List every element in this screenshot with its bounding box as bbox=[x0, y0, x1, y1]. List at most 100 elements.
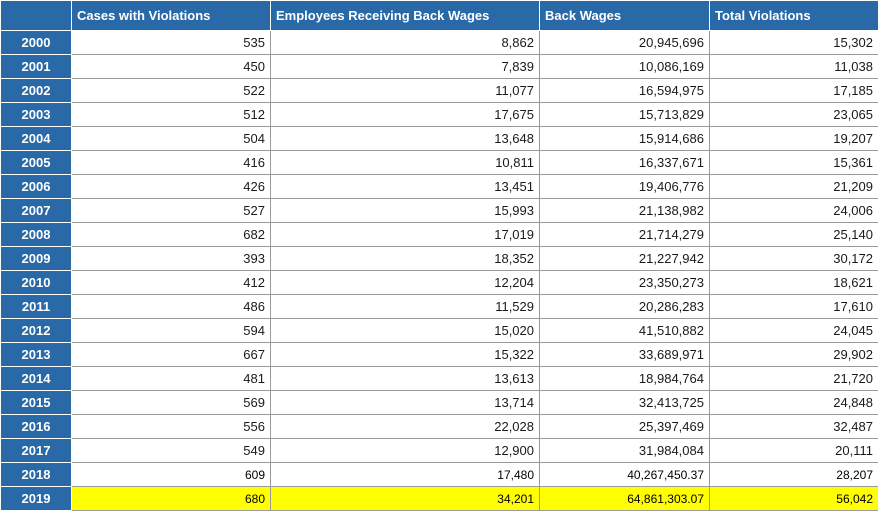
column-header-back-wages[interactable]: Back Wages bbox=[540, 1, 710, 31]
cell-total-violations[interactable]: 11,038 bbox=[710, 55, 878, 79]
row-header-year[interactable]: 2018 bbox=[1, 463, 72, 487]
column-header-employees[interactable]: Employees Receiving Back Wages bbox=[271, 1, 540, 31]
cell-cases[interactable]: 412 bbox=[72, 271, 271, 295]
cell-employees[interactable]: 17,019 bbox=[271, 223, 540, 247]
cell-total-violations[interactable]: 24,848 bbox=[710, 391, 878, 415]
cell-back-wages[interactable]: 21,714,279 bbox=[540, 223, 710, 247]
cell-cases[interactable]: 486 bbox=[72, 295, 271, 319]
cell-total-violations[interactable]: 32,487 bbox=[710, 415, 878, 439]
cell-employees[interactable]: 10,811 bbox=[271, 151, 540, 175]
row-header-year[interactable]: 2019 bbox=[1, 487, 72, 511]
cell-employees[interactable]: 18,352 bbox=[271, 247, 540, 271]
row-header-year[interactable]: 2009 bbox=[1, 247, 72, 271]
cell-employees[interactable]: 8,862 bbox=[271, 31, 540, 55]
cell-cases[interactable]: 549 bbox=[72, 439, 271, 463]
cell-total-violations[interactable]: 56,042 bbox=[710, 487, 878, 511]
cell-back-wages[interactable]: 16,594,975 bbox=[540, 79, 710, 103]
row-header-year[interactable]: 2012 bbox=[1, 319, 72, 343]
cell-cases[interactable]: 609 bbox=[72, 463, 271, 487]
corner-cell[interactable] bbox=[1, 1, 72, 31]
cell-cases[interactable]: 535 bbox=[72, 31, 271, 55]
cell-back-wages[interactable]: 15,914,686 bbox=[540, 127, 710, 151]
cell-back-wages[interactable]: 41,510,882 bbox=[540, 319, 710, 343]
cell-cases[interactable]: 481 bbox=[72, 367, 271, 391]
cell-back-wages[interactable]: 21,138,982 bbox=[540, 199, 710, 223]
cell-employees[interactable]: 12,900 bbox=[271, 439, 540, 463]
cell-total-violations[interactable]: 15,302 bbox=[710, 31, 878, 55]
cell-cases[interactable]: 667 bbox=[72, 343, 271, 367]
cell-cases[interactable]: 680 bbox=[72, 487, 271, 511]
cell-back-wages[interactable]: 32,413,725 bbox=[540, 391, 710, 415]
cell-back-wages[interactable]: 20,286,283 bbox=[540, 295, 710, 319]
cell-total-violations[interactable]: 24,045 bbox=[710, 319, 878, 343]
row-header-year[interactable]: 2001 bbox=[1, 55, 72, 79]
cell-employees[interactable]: 15,322 bbox=[271, 343, 540, 367]
cell-employees[interactable]: 15,020 bbox=[271, 319, 540, 343]
cell-cases[interactable]: 527 bbox=[72, 199, 271, 223]
cell-total-violations[interactable]: 25,140 bbox=[710, 223, 878, 247]
cell-total-violations[interactable]: 20,111 bbox=[710, 439, 878, 463]
cell-employees[interactable]: 22,028 bbox=[271, 415, 540, 439]
cell-back-wages[interactable]: 33,689,971 bbox=[540, 343, 710, 367]
cell-cases[interactable]: 522 bbox=[72, 79, 271, 103]
cell-total-violations[interactable]: 17,185 bbox=[710, 79, 878, 103]
cell-total-violations[interactable]: 17,610 bbox=[710, 295, 878, 319]
row-header-year[interactable]: 2005 bbox=[1, 151, 72, 175]
cell-cases[interactable]: 682 bbox=[72, 223, 271, 247]
row-header-year[interactable]: 2016 bbox=[1, 415, 72, 439]
cell-cases[interactable]: 512 bbox=[72, 103, 271, 127]
cell-employees[interactable]: 13,613 bbox=[271, 367, 540, 391]
cell-cases[interactable]: 504 bbox=[72, 127, 271, 151]
cell-employees[interactable]: 13,451 bbox=[271, 175, 540, 199]
cell-back-wages[interactable]: 21,227,942 bbox=[540, 247, 710, 271]
cell-back-wages[interactable]: 25,397,469 bbox=[540, 415, 710, 439]
cell-total-violations[interactable]: 15,361 bbox=[710, 151, 878, 175]
cell-employees[interactable]: 34,201 bbox=[271, 487, 540, 511]
row-header-year[interactable]: 2010 bbox=[1, 271, 72, 295]
cell-total-violations[interactable]: 19,207 bbox=[710, 127, 878, 151]
cell-cases[interactable]: 556 bbox=[72, 415, 271, 439]
cell-back-wages[interactable]: 10,086,169 bbox=[540, 55, 710, 79]
cell-cases[interactable]: 450 bbox=[72, 55, 271, 79]
cell-employees[interactable]: 13,648 bbox=[271, 127, 540, 151]
cell-back-wages[interactable]: 64,861,303.07 bbox=[540, 487, 710, 511]
cell-back-wages[interactable]: 20,945,696 bbox=[540, 31, 710, 55]
cell-back-wages[interactable]: 18,984,764 bbox=[540, 367, 710, 391]
row-header-year[interactable]: 2015 bbox=[1, 391, 72, 415]
cell-back-wages[interactable]: 16,337,671 bbox=[540, 151, 710, 175]
cell-total-violations[interactable]: 21,209 bbox=[710, 175, 878, 199]
row-header-year[interactable]: 2011 bbox=[1, 295, 72, 319]
cell-total-violations[interactable]: 24,006 bbox=[710, 199, 878, 223]
cell-total-violations[interactable]: 18,621 bbox=[710, 271, 878, 295]
cell-employees[interactable]: 13,714 bbox=[271, 391, 540, 415]
column-header-total-violations[interactable]: Total Violations bbox=[710, 1, 878, 31]
row-header-year[interactable]: 2013 bbox=[1, 343, 72, 367]
cell-back-wages[interactable]: 15,713,829 bbox=[540, 103, 710, 127]
row-header-year[interactable]: 2014 bbox=[1, 367, 72, 391]
column-header-cases[interactable]: Cases with Violations bbox=[72, 1, 271, 31]
cell-total-violations[interactable]: 21,720 bbox=[710, 367, 878, 391]
row-header-year[interactable]: 2007 bbox=[1, 199, 72, 223]
row-header-year[interactable]: 2008 bbox=[1, 223, 72, 247]
cell-back-wages[interactable]: 40,267,450.37 bbox=[540, 463, 710, 487]
cell-employees[interactable]: 11,077 bbox=[271, 79, 540, 103]
cell-employees[interactable]: 11,529 bbox=[271, 295, 540, 319]
row-header-year[interactable]: 2000 bbox=[1, 31, 72, 55]
cell-employees[interactable]: 12,204 bbox=[271, 271, 540, 295]
cell-cases[interactable]: 594 bbox=[72, 319, 271, 343]
cell-cases[interactable]: 426 bbox=[72, 175, 271, 199]
cell-back-wages[interactable]: 19,406,776 bbox=[540, 175, 710, 199]
row-header-year[interactable]: 2003 bbox=[1, 103, 72, 127]
row-header-year[interactable]: 2006 bbox=[1, 175, 72, 199]
cell-employees[interactable]: 17,675 bbox=[271, 103, 540, 127]
row-header-year[interactable]: 2002 bbox=[1, 79, 72, 103]
cell-total-violations[interactable]: 28,207 bbox=[710, 463, 878, 487]
cell-employees[interactable]: 7,839 bbox=[271, 55, 540, 79]
cell-back-wages[interactable]: 23,350,273 bbox=[540, 271, 710, 295]
cell-total-violations[interactable]: 29,902 bbox=[710, 343, 878, 367]
cell-cases[interactable]: 569 bbox=[72, 391, 271, 415]
cell-back-wages[interactable]: 31,984,084 bbox=[540, 439, 710, 463]
cell-total-violations[interactable]: 23,065 bbox=[710, 103, 878, 127]
cell-employees[interactable]: 15,993 bbox=[271, 199, 540, 223]
cell-employees[interactable]: 17,480 bbox=[271, 463, 540, 487]
